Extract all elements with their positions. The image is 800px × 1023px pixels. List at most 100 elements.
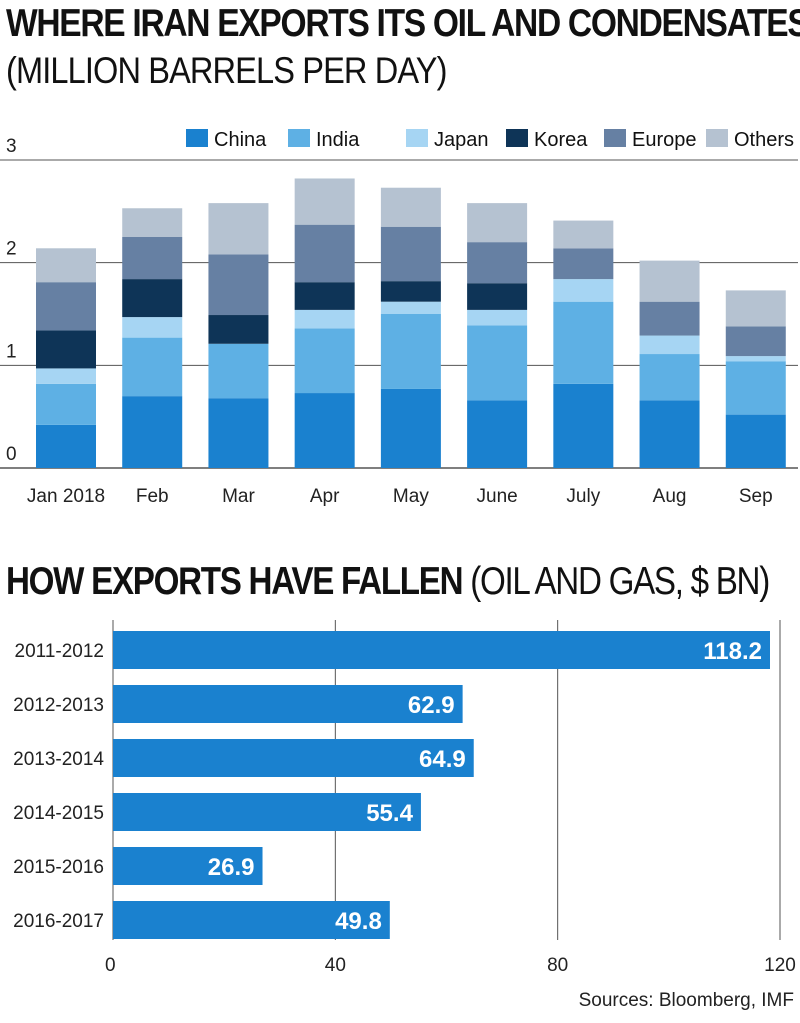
bar-korea-1 [36, 330, 96, 369]
bar-others-6 [467, 203, 528, 243]
hbar-value-label-2016-2017: 49.8 [335, 908, 382, 935]
bar-japan-7 [553, 279, 614, 302]
bar-others-8 [639, 260, 700, 302]
legend-label-others: Others [734, 129, 794, 151]
bar-china-7 [553, 383, 614, 468]
bar-india-6 [467, 325, 528, 401]
hbar-value-label-2011-2012: 118.2 [703, 638, 762, 665]
hbar-2016-2017 [113, 901, 390, 939]
bar-india-2 [122, 337, 183, 397]
x-tick-label-6: June [477, 486, 518, 507]
bar-india-7 [553, 301, 614, 384]
x-tick-label-4: Apr [310, 486, 340, 507]
bar-europe-7 [553, 248, 614, 280]
hbar-category-label-2016-2017: 2016-2017 [13, 911, 104, 932]
legend-label-europe: Europe [632, 129, 697, 151]
legend-swatch-india [288, 129, 310, 147]
bar-japan-6 [467, 309, 528, 326]
x-tick-label-8: Aug [653, 486, 687, 507]
hbar-2014-2015 [113, 793, 421, 831]
bar-europe-3 [208, 254, 269, 316]
hbar-2013-2014 [113, 739, 474, 777]
bar-india-5 [380, 314, 441, 389]
bar-china-4 [294, 393, 355, 468]
hbar-2012-2013 [113, 685, 463, 723]
bar-korea-6 [467, 283, 528, 310]
bar-others-3 [208, 203, 269, 255]
y-tick-label-1: 1 [6, 341, 17, 362]
bar-india-8 [639, 354, 700, 401]
x-tick-label-1: Jan 2018 [27, 486, 105, 507]
hbar-value-label-2014-2015: 55.4 [366, 800, 413, 827]
chart1-subtitle: (MILLION BARRELS PER DAY) [6, 50, 447, 91]
bar-korea-3 [208, 315, 269, 344]
x-tick-label-40: 40 [325, 955, 346, 976]
stacked-chart-legend: China India Japan Korea Europe Others [186, 129, 794, 151]
bar-china-6 [467, 400, 528, 468]
bar-europe-6 [467, 242, 528, 284]
x-tick-label-7: July [566, 486, 600, 507]
bar-china-3 [208, 398, 269, 468]
bar-others-1 [36, 248, 96, 283]
bar-china-9 [725, 414, 786, 468]
hbar-chart-grid [112, 620, 781, 940]
legend-swatch-others [706, 129, 728, 147]
bar-japan-5 [380, 301, 441, 314]
bar-india-9 [725, 361, 786, 415]
chart1-title: WHERE IRAN EXPORTS ITS OIL AND CONDENSAT… [6, 2, 800, 45]
bar-korea-5 [380, 281, 441, 302]
bar-india-3 [208, 343, 269, 399]
chart2-title: HOW EXPORTS HAVE FALLEN (OIL AND GAS, $ … [6, 560, 770, 604]
hbar-value-label-2015-2016: 26.9 [208, 854, 255, 881]
hbar-2015-2016 [113, 847, 263, 885]
hbar-category-label-2011-2012: 2011-2012 [15, 641, 104, 662]
bar-europe-8 [639, 301, 700, 336]
y-tick-label-2: 2 [6, 239, 17, 260]
bar-others-9 [725, 290, 786, 327]
stacked-chart-axis: 0 1 2 3 Jan 2018 Feb Mar Apr May June July Aug Sep [6, 136, 773, 507]
hbar-chart-bars: 118.2 62.9 64.955.4 26.9 49.8 [113, 631, 770, 939]
bar-others-7 [553, 220, 614, 249]
hbar-2011-2012 [113, 631, 770, 669]
x-tick-label-9: Sep [739, 486, 773, 507]
bar-korea-4 [294, 282, 355, 310]
bar-europe-4 [294, 224, 355, 283]
x-tick-label-3: Mar [222, 486, 255, 507]
bar-japan-4 [294, 309, 355, 329]
bar-india-1 [36, 383, 96, 425]
y-tick-label-3: 3 [6, 136, 17, 157]
bar-china-2 [122, 396, 183, 468]
bar-europe-9 [725, 326, 786, 357]
source-note: Sources: Bloomberg, IMF [578, 990, 794, 1011]
y-tick-label-0: 0 [6, 444, 17, 465]
bar-others-5 [380, 187, 441, 227]
legend-label-korea: Korea [534, 129, 588, 151]
stacked-chart-bars [36, 178, 786, 468]
chart2-title-bold: HOW EXPORTS HAVE FALLEN [6, 560, 464, 603]
bar-europe-1 [36, 282, 96, 331]
bar-china-5 [380, 388, 441, 468]
x-tick-label-80: 80 [547, 955, 568, 976]
bar-japan-9 [725, 356, 786, 362]
hbar-category-label-2012-2013: 2012-2013 [13, 695, 104, 716]
bar-china-1 [36, 424, 96, 468]
bar-japan-2 [122, 317, 183, 338]
hbar-category-label-2013-2014: 2013-2014 [13, 749, 104, 770]
legend-swatch-china [186, 129, 208, 147]
chart2-title-rest: (OIL AND GAS, $ BN) [462, 560, 770, 603]
bar-europe-5 [380, 226, 441, 282]
x-tick-label-5: May [393, 486, 429, 507]
legend-label-china: China [214, 129, 267, 151]
hbar-chart-axis: 0 40 80 120 2011-2012 2012-2013 2013-2014 2014-… [13, 641, 796, 976]
hbar-category-label-2015-2016: 2015-2016 [13, 857, 104, 878]
x-tick-label-120: 120 [764, 955, 796, 976]
bar-india-4 [294, 328, 355, 394]
hbar-value-label-2013-2014: 64.9 [419, 746, 466, 773]
bar-japan-1 [36, 368, 96, 384]
x-tick-label-0: 0 [105, 955, 116, 976]
hbar-category-label-2014-2015: 2014-2015 [13, 803, 104, 824]
legend-swatch-korea [506, 129, 528, 147]
legend-swatch-europe [604, 129, 626, 147]
bar-korea-2 [122, 279, 183, 318]
